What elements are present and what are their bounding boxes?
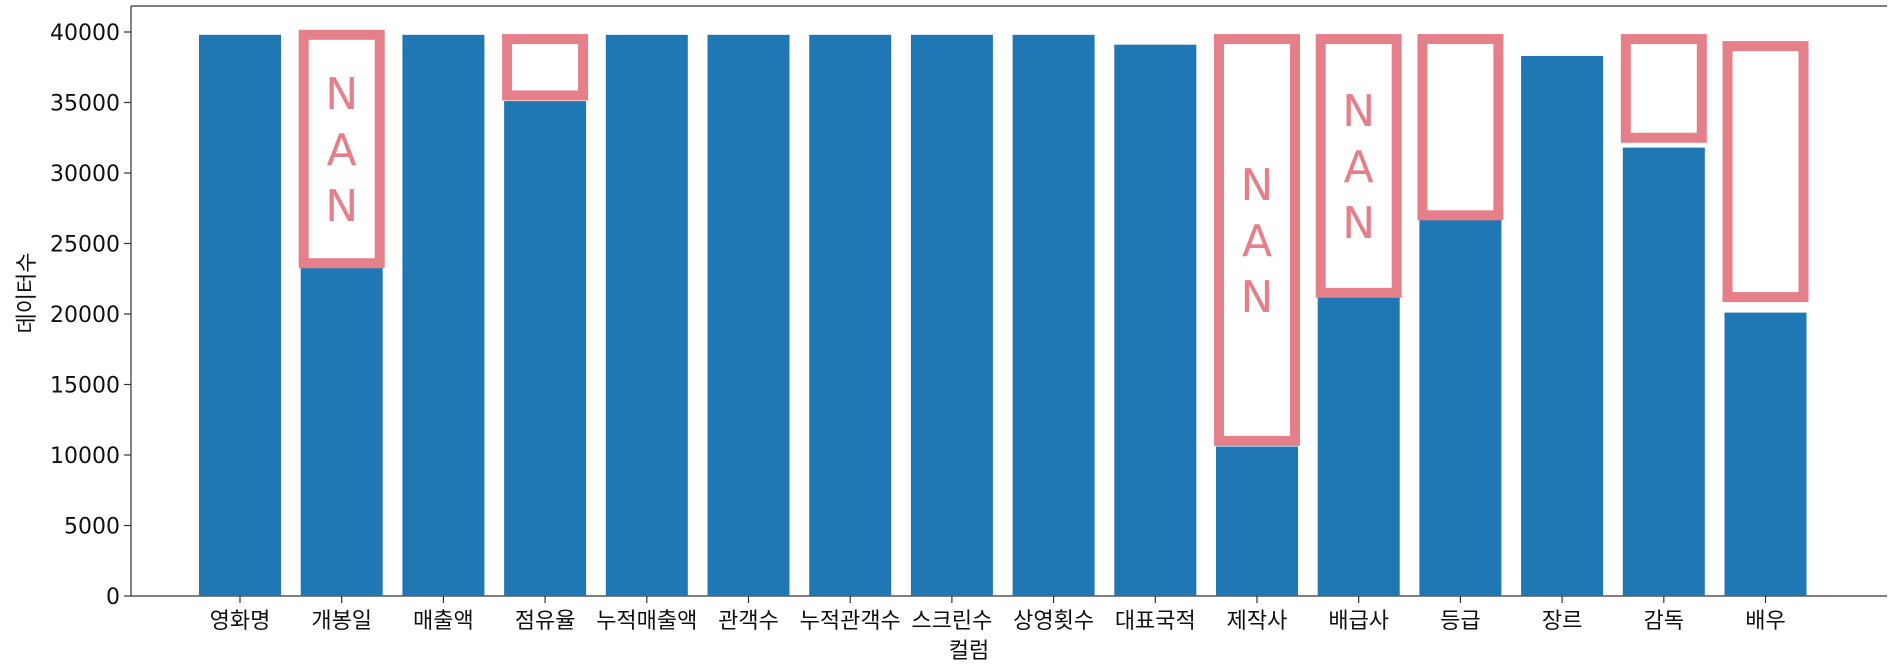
x-tick-label: 누적매출액 <box>596 609 697 634</box>
y-tick-label: 25000 <box>50 233 120 258</box>
y-tick-label: 5000 <box>64 515 120 540</box>
y-tick-label: 35000 <box>50 92 120 117</box>
bar-15 <box>1622 147 1705 596</box>
x-tick-label: 관객수 <box>718 609 779 634</box>
x-tick-label: 누적관객수 <box>800 609 901 634</box>
y-axis-ticks: 0 5000 10000 15000 20000 25000 30000 35000 40000 <box>50 21 131 610</box>
bar-1 <box>199 34 281 596</box>
nan-box-5 <box>1417 34 1504 221</box>
x-tick-label: 점유율 <box>515 609 576 634</box>
nan-box-2 <box>502 34 589 101</box>
x-tick-label: 장르 <box>1542 609 1582 634</box>
nan-box-4 <box>1315 34 1402 298</box>
nan-label-letter: N <box>325 181 358 232</box>
bar-4 <box>504 101 587 596</box>
nan-label-letter: A <box>1242 216 1272 267</box>
x-tick-label: 배우 <box>1745 609 1785 634</box>
x-tick-label: 개봉일 <box>311 609 372 634</box>
x-axis-ticks: 영화명 개봉일 매출액 점유율 누적매출액 관객수 누적관객수 스크린수 상영횟수 대표국적 제작사… <box>210 596 1786 634</box>
y-tick-label: 30000 <box>50 162 120 187</box>
bar-16 <box>1724 312 1807 596</box>
x-tick-label: 등급 <box>1440 609 1480 634</box>
y-tick-label: 20000 <box>50 303 120 328</box>
nan-label-letter: N <box>1241 272 1274 323</box>
y-axis-label: 데이터수 <box>15 253 40 334</box>
x-tick-label: 대표국적 <box>1115 609 1196 634</box>
nan-box-1 <box>298 29 385 269</box>
nan-box-3 <box>1214 34 1300 446</box>
x-axis-label: 컬럼 <box>949 639 989 664</box>
nan-label-letter: N <box>1342 86 1375 137</box>
nan-box-7 <box>1722 41 1809 303</box>
x-tick-label: 영화명 <box>210 609 271 634</box>
y-tick-label: 0 <box>106 585 120 610</box>
bar-5 <box>605 34 688 596</box>
y-tick-label: 10000 <box>50 444 120 469</box>
bar-10 <box>1114 44 1197 596</box>
nan-label-letter: N <box>1342 198 1375 249</box>
nan-box-6 <box>1620 34 1707 143</box>
nan-label-letter: A <box>327 125 357 176</box>
x-tick-label: 스크린수 <box>911 609 992 634</box>
bar-2 <box>300 266 383 596</box>
bar-8 <box>910 34 993 596</box>
nan-label-letter: A <box>1344 142 1374 193</box>
bar-3 <box>402 34 485 596</box>
nan-label-letter: N <box>1241 160 1274 211</box>
bar-11 <box>1216 446 1298 596</box>
bars <box>199 34 1807 597</box>
y-tick-label: 40000 <box>50 21 120 46</box>
x-tick-label: 매출액 <box>413 609 474 634</box>
bar-9 <box>1012 34 1095 596</box>
bar-13 <box>1419 219 1502 596</box>
x-tick-label: 상영횟수 <box>1013 609 1094 634</box>
y-tick-label: 15000 <box>50 374 120 399</box>
x-tick-label: 제작사 <box>1227 609 1288 634</box>
x-tick-label: 배급사 <box>1328 609 1389 634</box>
bar-7 <box>809 34 892 596</box>
nan-label-letter: N <box>325 69 358 120</box>
bar-6 <box>707 34 790 596</box>
x-tick-label: 감독 <box>1644 609 1684 634</box>
bar-12 <box>1317 297 1400 596</box>
bar-14 <box>1521 55 1604 597</box>
